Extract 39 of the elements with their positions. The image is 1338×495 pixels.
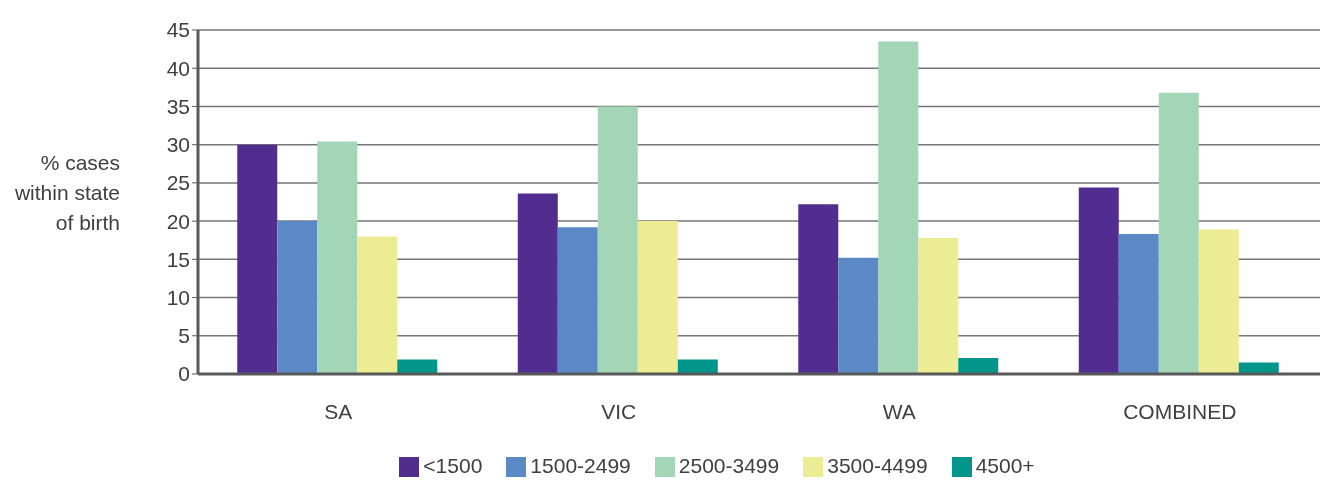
bar: [517, 193, 558, 374]
bar: [277, 221, 318, 374]
x-tick-label: COMBINED: [1123, 399, 1237, 423]
y-tick-label: 45: [166, 18, 190, 42]
bar: [397, 359, 438, 374]
bar: [597, 106, 638, 374]
x-tick-label: SA: [324, 399, 353, 423]
bar: [677, 359, 718, 374]
y-tick-label: 20: [166, 209, 190, 233]
bar: [557, 227, 598, 374]
bar: [878, 41, 919, 374]
bar: [958, 357, 999, 374]
bar: [317, 141, 358, 374]
y-tick-label: 30: [166, 133, 190, 157]
legend-label: 2500-3499: [678, 454, 780, 477]
y-tick-label: 35: [166, 94, 190, 118]
y-tick-label: 5: [178, 324, 190, 348]
y-axis-title: % cases within state of birth: [13, 150, 120, 236]
bar: [1078, 187, 1119, 374]
bar: [798, 204, 839, 374]
bar: [838, 257, 879, 374]
bar: [637, 221, 678, 374]
bar: [918, 237, 959, 374]
bar: [1158, 92, 1199, 374]
y-tick-label: 40: [166, 56, 190, 80]
legend-label: 4500+: [975, 454, 1035, 477]
x-tick-label: WA: [882, 399, 916, 423]
x-tick-label: VIC: [601, 399, 637, 423]
bar: [357, 236, 398, 374]
legend-label: 1500-2499: [530, 454, 631, 477]
y-tick-label: 25: [166, 171, 190, 195]
legend-label: 3500-4499: [827, 454, 928, 477]
legend-label: <1500: [423, 454, 483, 477]
y-tick-label: 15: [166, 247, 190, 271]
bar: [1198, 229, 1239, 374]
bar: [237, 144, 278, 374]
y-tick-label: 10: [166, 286, 190, 310]
y-tick-label: 0: [178, 362, 190, 386]
bar: [1118, 234, 1159, 374]
